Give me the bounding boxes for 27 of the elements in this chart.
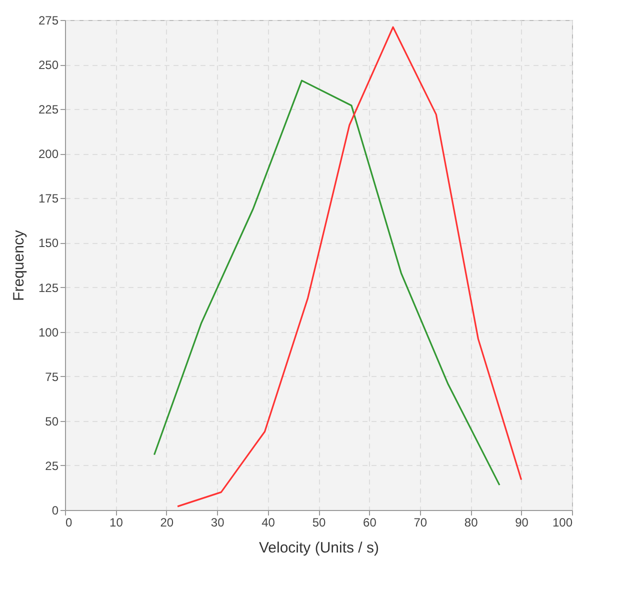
x-tick-label: 10: [110, 516, 124, 530]
x-tick-label: 0: [66, 516, 72, 530]
x-axis-title: Velocity (Units / s): [258, 540, 380, 556]
y-tick-label: 150: [38, 236, 59, 250]
y-tick-label: 200: [38, 147, 59, 162]
line-series: [153, 80, 500, 486]
x-tick-label: 70: [414, 516, 428, 530]
y-tick-label: 100: [38, 325, 59, 340]
x-tick-label: 90: [515, 516, 529, 530]
x-tick-label: 60: [363, 516, 377, 530]
y-tick-label: 250: [38, 58, 59, 72]
x-tick-label: 30: [210, 516, 225, 530]
x-tick-label: 40: [262, 516, 276, 530]
x-tick-label: 20: [160, 516, 174, 530]
y-axis-title: Frequency: [10, 230, 28, 301]
y-tick-label: 225: [38, 102, 59, 117]
x-tick-label: 80: [464, 516, 478, 530]
line-series: [176, 26, 522, 508]
y-tick-label: 275: [38, 14, 59, 28]
y-tick-label: 75: [45, 370, 59, 384]
x-tick-label: 50: [312, 516, 326, 530]
y-tick-label: 50: [45, 414, 59, 428]
y-tick-label: 25: [45, 458, 59, 473]
y-tick-label: 0: [52, 504, 59, 518]
x-tick-label: 100: [552, 516, 573, 530]
y-tick-label: 125: [38, 280, 59, 295]
y-tick-label: 175: [38, 192, 59, 206]
